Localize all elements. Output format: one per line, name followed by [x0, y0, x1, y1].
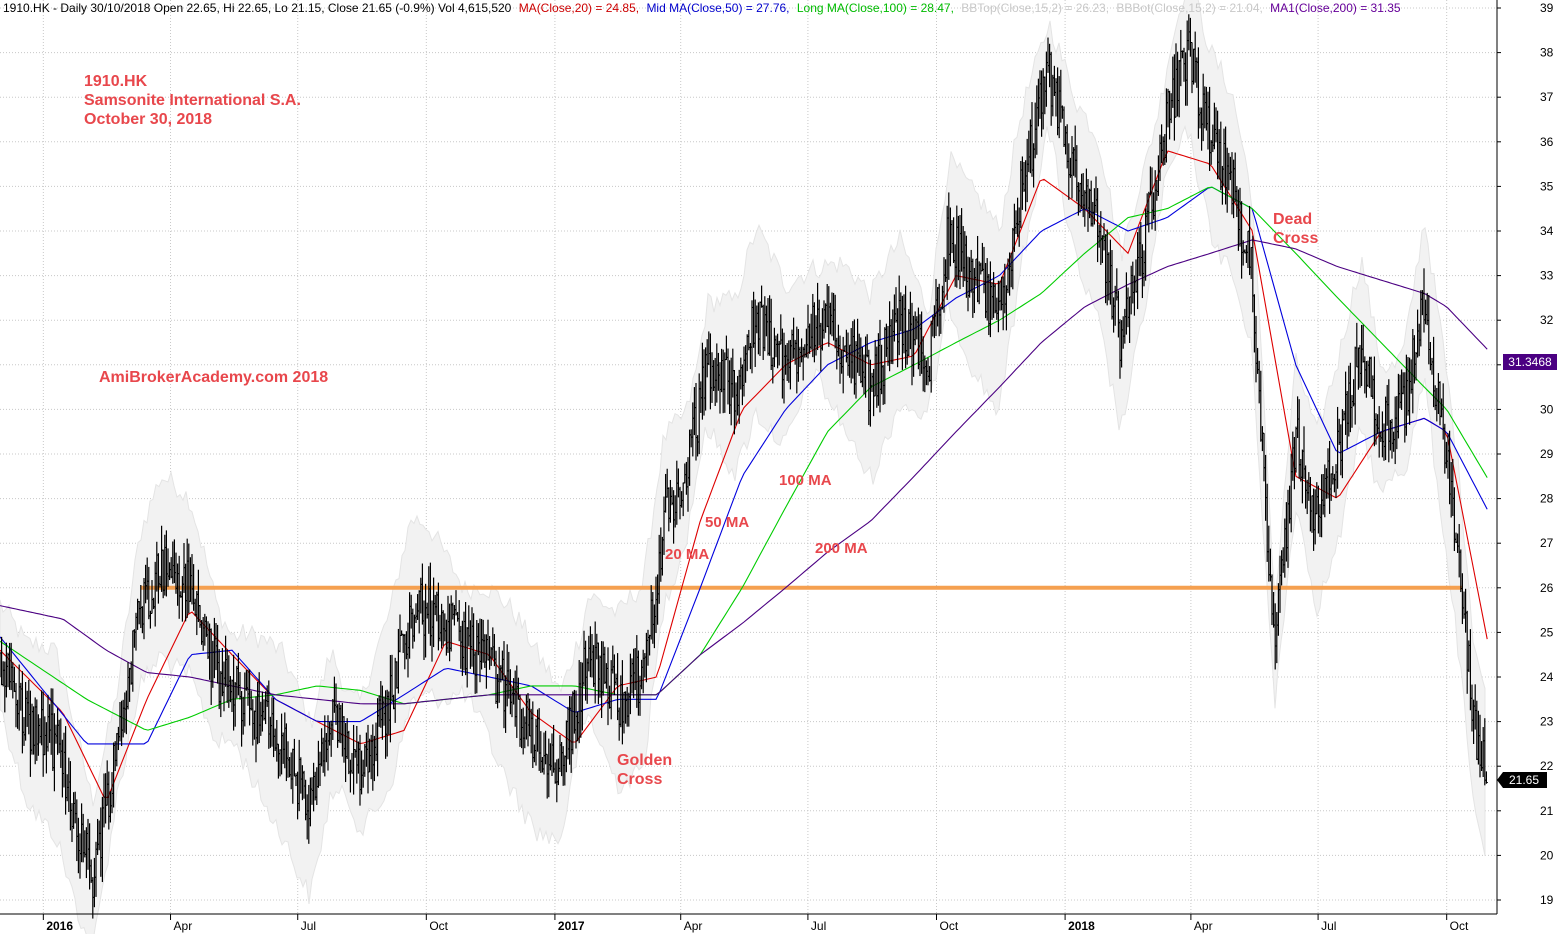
y-tick-label: 30 [1540, 402, 1554, 416]
bollinger-band-layer [0, 0, 1486, 934]
y-tick-label: 21 [1540, 804, 1554, 818]
x-tick-label: Oct [939, 919, 958, 933]
y-tick-label: 35 [1540, 179, 1554, 193]
annotation-ma50: 50 MA [705, 514, 749, 531]
annotation-ma200: 200 MA [815, 540, 868, 557]
header-ma100: Long MA(Close,100) = 28.47, [797, 1, 954, 15]
annotation-ma20: 20 MA [665, 546, 709, 563]
y-tick-label: 37 [1540, 90, 1554, 104]
x-tick-label: Apr [1194, 919, 1213, 933]
ma200-badge-bg [1503, 354, 1557, 370]
annotation-watermark: AmiBrokerAcademy.com 2018 [99, 369, 328, 386]
y-tick-label: 28 [1540, 492, 1554, 506]
y-tick-label: 32 [1540, 313, 1554, 327]
annotation-golden-cross-line1: Golden [617, 752, 672, 769]
price-bars-layer [0, 14, 1488, 919]
ma200-value-badge: 31.3468 [1503, 354, 1557, 370]
y-tick-label: 19 [1540, 893, 1554, 907]
header-symbol-info: 1910.HK - Daily 30/10/2018 Open 22.65, H… [3, 1, 512, 15]
y-tick-label: 29 [1540, 447, 1554, 461]
x-tick-label: 2018 [1068, 919, 1095, 933]
annotation-ticker: 1910.HK [84, 73, 148, 90]
header-bbtop: BBTop(Close,15,2) = 26.23, [961, 1, 1109, 15]
x-tick-label: Apr [174, 919, 193, 933]
y-tick-label: 36 [1540, 135, 1554, 149]
y-axis-ticks: 1920212223242526272829303132333435363738… [1497, 1, 1554, 907]
price-bar [1484, 771, 1488, 784]
y-tick-label: 20 [1540, 848, 1554, 862]
header-ma200: MA1(Close,200) = 31.35 [1270, 1, 1401, 15]
x-tick-label: Jul [811, 919, 826, 933]
y-tick-label: 27 [1540, 536, 1554, 550]
y-tick-label: 33 [1540, 269, 1554, 283]
y-tick-label: 25 [1540, 625, 1554, 639]
bollinger-band [0, 0, 1486, 934]
annotation-date: October 30, 2018 [84, 111, 212, 128]
x-tick-label: 2016 [46, 919, 73, 933]
x-tick-label: Oct [1450, 919, 1469, 933]
annotation-ma100: 100 MA [779, 472, 832, 489]
header-bbbot: BBBot(Close,15,2) = 21.04, [1116, 1, 1262, 15]
x-tick-label: Jul [1321, 919, 1336, 933]
x-axis-ticks: 2016 Apr Jul Oct 2017 Apr Jul Oct 2018 Apr Jul Oct [42, 914, 1469, 933]
header-ma50: Mid MA(Close,50) = 27.76, [646, 1, 789, 15]
y-tick-label: 24 [1540, 670, 1554, 684]
chart-header: 1910.HK - Daily 30/10/2018 Open 22.65, H… [3, 1, 1401, 15]
close-badge-bg [1497, 772, 1547, 788]
annotation-dead-cross-line2: Cross [1273, 230, 1318, 247]
x-tick-label: Oct [429, 919, 448, 933]
header-ma20: MA(Close,20) = 24.85, [519, 1, 639, 15]
ma200-badge-text: 31.3468 [1508, 355, 1552, 369]
x-tick-label: Apr [684, 919, 703, 933]
y-tick-label: 34 [1540, 224, 1554, 238]
annotation-company: Samsonite International S.A. [84, 92, 301, 109]
close-badge-text: 21.65 [1509, 773, 1539, 787]
x-tick-label: Jul [301, 919, 316, 933]
y-tick-label: 38 [1540, 46, 1554, 60]
y-tick-label: 22 [1540, 759, 1554, 773]
x-tick-label: 2017 [558, 919, 585, 933]
y-tick-label: 23 [1540, 715, 1554, 729]
y-tick-label: 39 [1540, 1, 1554, 15]
y-tick-label: 26 [1540, 581, 1554, 595]
annotation-golden-cross-line2: Cross [617, 771, 662, 788]
annotation-dead-cross-line1: Dead [1273, 211, 1312, 228]
close-value-badge: 21.65 [1497, 772, 1547, 788]
